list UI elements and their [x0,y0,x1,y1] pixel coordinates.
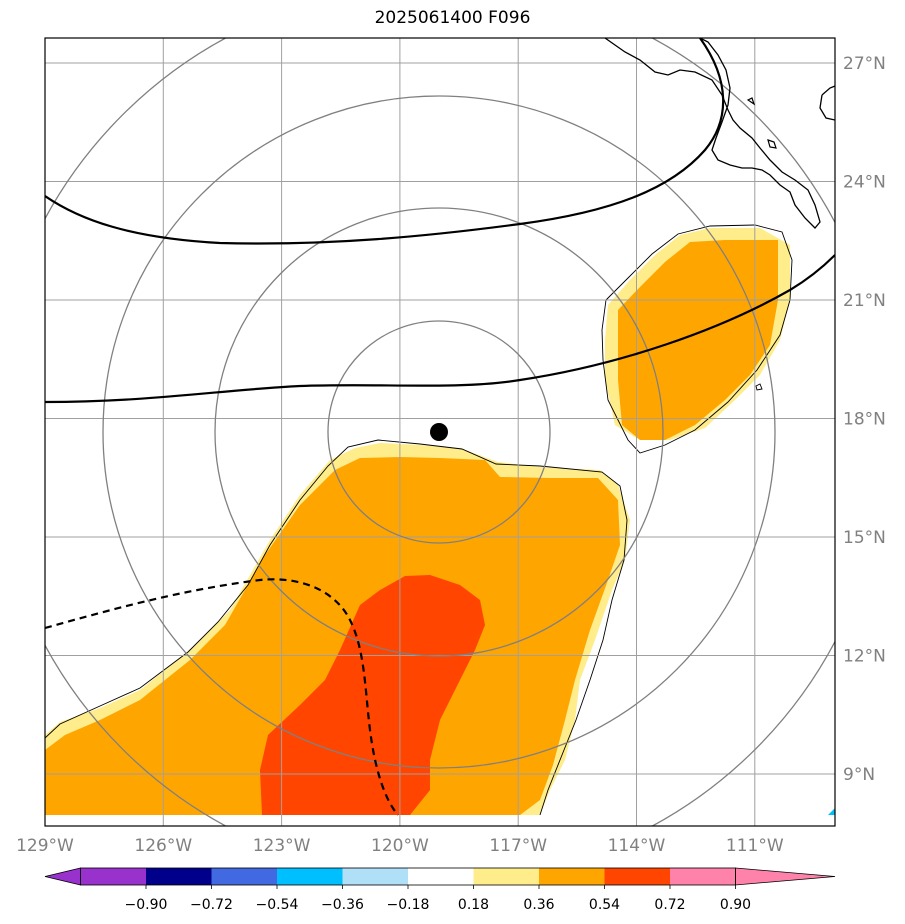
colorbar-segment [473,868,539,885]
map-title: 2025061400 F096 [374,8,531,28]
longitude-labels: 129°W 126°W 123°W 120°W 117°W 114°W 111°W [16,836,784,856]
colorbar-tick-label: −0.18 [387,897,430,913]
latitude-tick-label: 24°N [843,173,886,193]
colorbar-labels: −0.90 −0.72 −0.54 −0.36 −0.18 0.18 0.36 0.54 0.7… [125,885,751,913]
colorbar-segment [277,868,343,885]
longitude-tick-label: 126°W [134,836,192,856]
colorbar-extend-high [735,867,836,886]
latitude-tick-label: 12°N [843,647,886,667]
map-plot-area [45,38,835,826]
range-ring-3 [102,95,776,769]
range-ring-1 [327,320,551,544]
latitude-labels: 9°N 12°N 15°N 18°N 21°N 24°N 27°N [843,54,886,785]
colorbar-corner-fill [828,808,835,815]
colorbar-extend-low [44,867,81,886]
longitude-tick-label: 114°W [608,836,666,856]
colorbar-segment [408,868,474,885]
longitude-tick-label: 129°W [16,836,74,856]
anomaly-outline-north [601,224,793,454]
range-ring-2 [214,207,664,657]
latitude-tick-label: 27°N [843,54,886,74]
colorbar-tick-label: 0.36 [523,897,554,913]
latitude-tick-label: 18°N [843,410,886,430]
colorbar-tick-label: −0.36 [321,897,364,913]
anomaly-fill-036-south [45,457,620,815]
coastline-island [746,97,777,149]
colorbar-tick-label: −0.90 [125,897,168,913]
anomaly-fill-054-south [260,575,485,815]
contour-dashed [45,578,399,816]
range-rings [45,38,835,826]
colorbar-segment [211,868,277,885]
colorbar-segment [670,868,736,885]
longitude-tick-label: 111°W [726,836,784,856]
anomaly-outline-south [45,439,628,816]
longitude-tick-label: 123°W [253,836,311,856]
colorbar-segment [604,868,670,885]
latitude-tick-label: 15°N [843,528,886,548]
latitude-tick-label: 21°N [843,291,886,311]
anomaly-fill-036-north [618,240,778,440]
colorbar-segment [146,868,212,885]
island-outline [755,383,763,391]
colorbar-segment [539,868,605,885]
colorbar-tick-label: 0.54 [589,897,620,913]
colorbar-tick-label: −0.54 [256,897,299,913]
colorbar-tick-label: 0.18 [458,897,489,913]
colorbar-segment [342,868,408,885]
colorbar-segment [80,868,146,885]
coastline-mainland [819,85,835,121]
storm-center-marker [430,423,448,441]
longitude-tick-label: 117°W [489,836,547,856]
colorbar-tick-label: 0.90 [720,897,751,913]
contour-middle [45,254,835,404]
map-frame [44,37,836,827]
latitude-tick-label: 9°N [843,765,875,785]
colorbar-tick-label: 0.72 [654,897,685,913]
contour-upper [45,38,725,245]
grid-lines [45,38,835,826]
coastline [604,38,821,229]
colorbar [44,867,836,886]
longitude-tick-label: 120°W [371,836,429,856]
colorbar-tick-label: −0.72 [190,897,233,913]
